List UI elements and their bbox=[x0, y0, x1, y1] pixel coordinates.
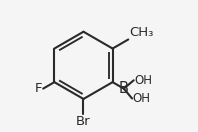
Text: CH₃: CH₃ bbox=[129, 26, 153, 39]
Text: B: B bbox=[119, 81, 129, 96]
Text: OH: OH bbox=[133, 92, 151, 105]
Text: OH: OH bbox=[134, 74, 152, 87]
Text: F: F bbox=[35, 82, 43, 95]
Text: Br: Br bbox=[76, 115, 91, 128]
